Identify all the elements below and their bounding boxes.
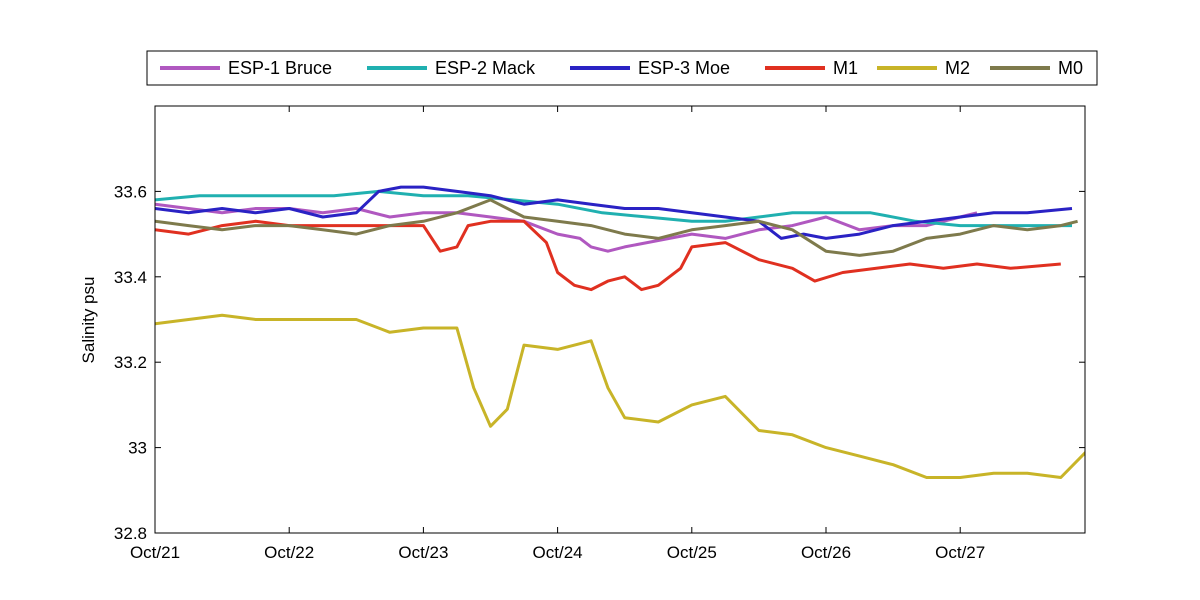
series-line-m0 bbox=[155, 198, 1078, 257]
legend-label-m0: M0 bbox=[1058, 58, 1083, 78]
series-line-esp-1-bruce bbox=[155, 202, 978, 253]
x-tick-label: Oct/24 bbox=[533, 543, 583, 562]
x-tick-label: Oct/25 bbox=[667, 543, 717, 562]
y-tick-label: 33 bbox=[128, 439, 147, 458]
series-line-m2 bbox=[155, 313, 1085, 479]
series-layer bbox=[155, 185, 1085, 479]
y-tick-label: 32.8 bbox=[114, 524, 147, 543]
y-tick-label: 33.2 bbox=[114, 353, 147, 372]
legend-label-esp-1-bruce: ESP-1 Bruce bbox=[228, 58, 332, 78]
series-line-esp-2-mack bbox=[155, 189, 1072, 228]
legend-label-esp-3-moe: ESP-3 Moe bbox=[638, 58, 730, 78]
legend-label-m2: M2 bbox=[945, 58, 970, 78]
series-line-m1 bbox=[155, 219, 1061, 292]
x-axis: Oct/21 Oct/22 Oct/23 Oct/24 Oct/25 Oct/26 Oct/… bbox=[130, 106, 985, 562]
legend-label-m1: M1 bbox=[833, 58, 858, 78]
x-tick-label: Oct/21 bbox=[130, 543, 180, 562]
legend: ESP-1 Bruce ESP-2 Mack ESP-3 Moe M1 M2 M0 bbox=[146, 50, 1098, 86]
x-tick-label: Oct/27 bbox=[935, 543, 985, 562]
y-axis: 32.8 33 33.2 33.4 33.6 bbox=[114, 182, 1085, 543]
legend-label-esp-2-mack: ESP-2 Mack bbox=[435, 58, 536, 78]
x-tick-label: Oct/23 bbox=[398, 543, 448, 562]
plot-area bbox=[154, 105, 1086, 534]
y-tick-label: 33.6 bbox=[114, 182, 147, 201]
plot-frame bbox=[154, 105, 1086, 534]
x-tick-label: Oct/26 bbox=[801, 543, 851, 562]
series-line-esp-3-moe bbox=[155, 185, 1073, 240]
y-axis-label: Salinity psu bbox=[79, 277, 98, 364]
x-tick-label: Oct/22 bbox=[264, 543, 314, 562]
y-tick-label: 33.4 bbox=[114, 268, 147, 287]
